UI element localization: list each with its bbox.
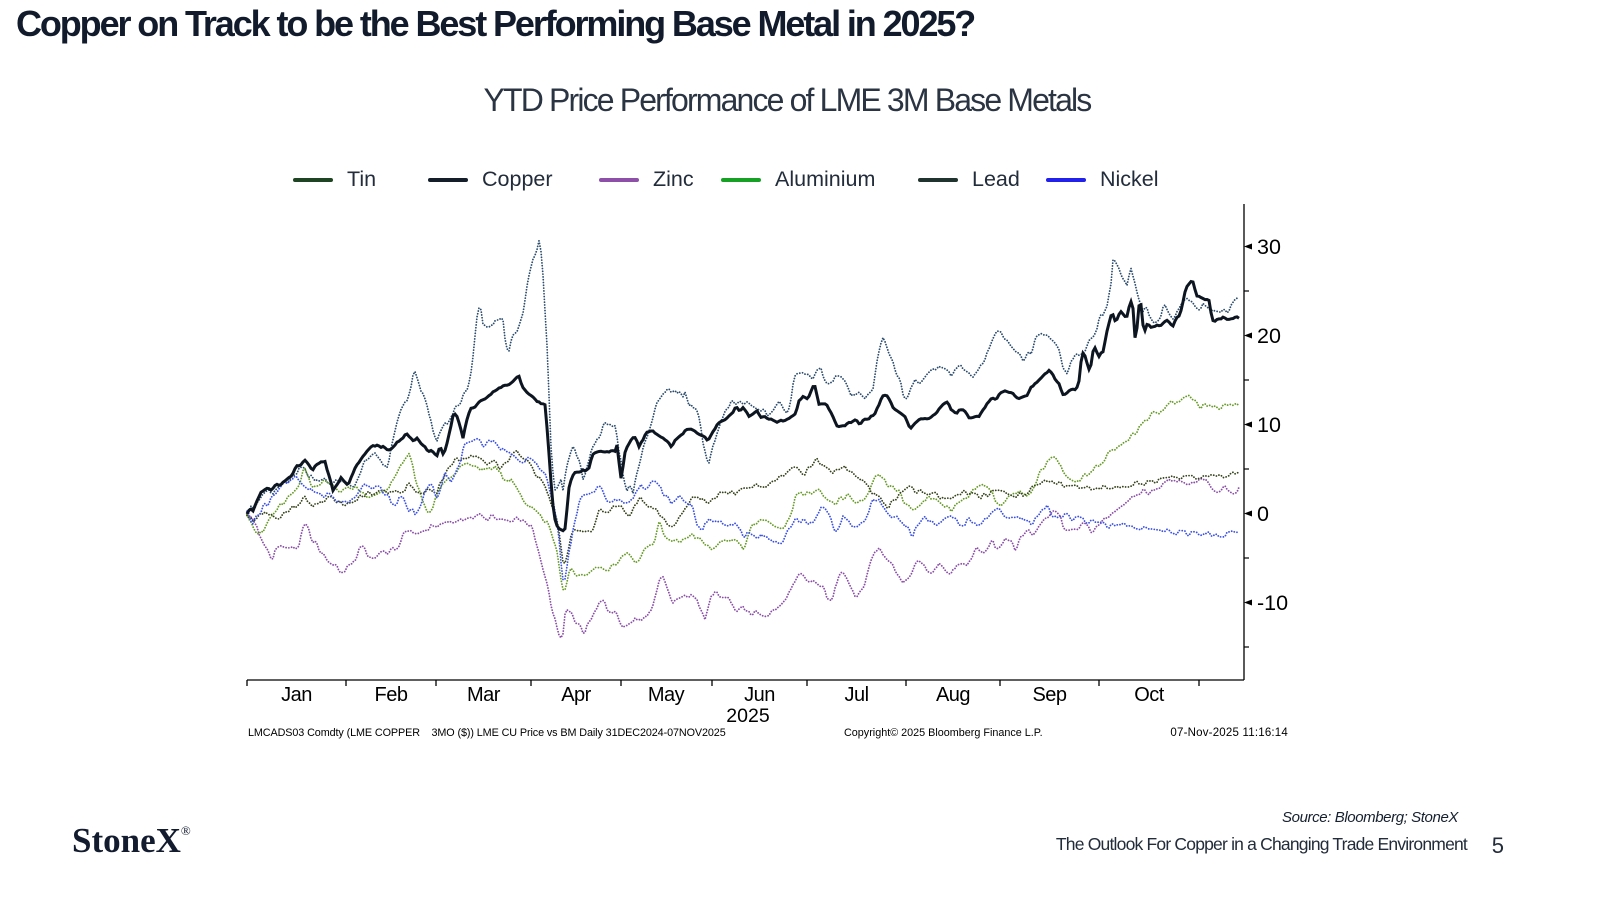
svg-text:May: May [648, 684, 685, 706]
svg-text:Sep: Sep [1032, 684, 1066, 706]
svg-text:Feb: Feb [375, 684, 408, 706]
svg-text:Jun: Jun [744, 684, 775, 706]
svg-text:30: 30 [1257, 235, 1281, 259]
svg-text:20: 20 [1257, 324, 1281, 348]
svg-text:0: 0 [1257, 502, 1269, 526]
svg-text:Jan: Jan [281, 684, 312, 706]
svg-text:Jul: Jul [844, 684, 868, 706]
svg-text:Apr: Apr [561, 684, 591, 706]
svg-text:-10: -10 [1257, 591, 1288, 615]
svg-text:2025: 2025 [726, 705, 770, 727]
svg-text:LMCADS03 Comdty (LME COPPER: LMCADS03 Comdty (LME COPPER 3MO ($)) LME… [248, 727, 726, 739]
svg-text:Aug: Aug [936, 684, 970, 706]
svg-text:Copyright© 2025 Bloomberg Fina: Copyright© 2025 Bloomberg Finance L.P. [844, 727, 1043, 739]
svg-text:Oct: Oct [1134, 684, 1165, 706]
svg-text:10: 10 [1257, 413, 1281, 437]
svg-text:Mar: Mar [467, 684, 501, 706]
svg-text:07-Nov-2025 11:16:14: 07-Nov-2025 11:16:14 [1170, 727, 1288, 739]
